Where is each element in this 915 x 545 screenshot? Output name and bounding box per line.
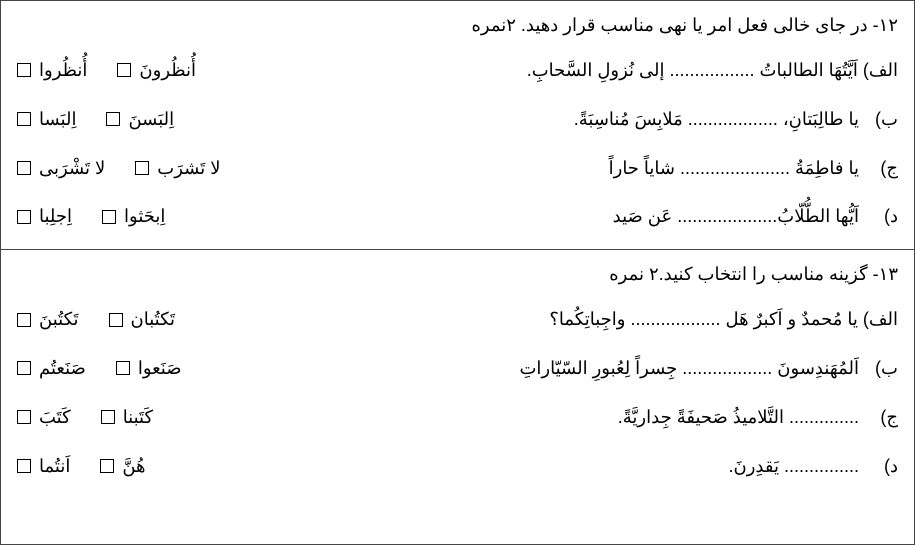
section-12: ۱۲- در جای خالی فعل امر یا نهی مناسب قرا… [1, 1, 914, 250]
q13-b-text: ب) اَلمُهَندِسونَ .................. جِس… [182, 354, 898, 383]
q13-a-text: الف) یا مُحمدٌ و اَکبرٌ هَل ............… [175, 305, 898, 334]
q12-a-options: أُنظُرونَ أُنظُروا [17, 56, 196, 85]
q13-d-body: ............... یَقدِرنَ. [728, 456, 859, 476]
q12-d-text: د) اَیُّها الطُّلّابُ...................… [165, 202, 898, 231]
q12-c-opt1-label: لا تَشرَب [157, 154, 220, 183]
q12-c-opt2[interactable]: لا تَشْرَبی [17, 154, 105, 183]
checkbox-icon [102, 210, 116, 224]
q12-a-opt1-label: أُنظُرونَ [139, 56, 196, 85]
q12-a-opt2[interactable]: أُنظُروا [17, 56, 87, 85]
checkbox-icon [106, 112, 120, 126]
q12-c-options: لا تَشرَب لا تَشْرَبی [17, 154, 221, 183]
q13-b-opt1[interactable]: صَنَعوا [116, 354, 182, 383]
q12-c-text: ج) یا فاطِمَةُ ...................... شا… [221, 154, 899, 183]
q12-d-opt2-label: اِجلِبا [39, 202, 72, 231]
q12-a-body: اَیَّتُهَا الطالباتُ ................. إ… [527, 60, 858, 80]
q13-d-prefix: د) [864, 452, 898, 481]
q13-b-opt1-label: صَنَعوا [138, 354, 182, 383]
checkbox-icon [117, 63, 131, 77]
q13-c-opt1-label: کَتَبنا [123, 403, 153, 432]
checkbox-icon [17, 410, 31, 424]
checkbox-icon [116, 361, 130, 375]
worksheet-container: ۱۲- در جای خالی فعل امر یا نهی مناسب قرا… [0, 0, 915, 545]
q13-c-opt2-label: کَتَبَ [39, 403, 71, 432]
q12-b-opt2-label: اِلبَسا [39, 105, 76, 134]
q12-b-options: اِلبَسنَ اِلبَسا [17, 105, 174, 134]
q13-a-prefix: الف) [863, 305, 898, 334]
q13-d-opt1-label: هُنَّ [122, 452, 145, 481]
q13-c-opt2[interactable]: کَتَبَ [17, 403, 71, 432]
section-13: ۱۳- گزینه مناسب را انتخاب کنید.۲ نمره ال… [1, 250, 914, 498]
q12-b-opt1-label: اِلبَسنَ [128, 105, 174, 134]
q13-item-a: الف) یا مُحمدٌ و اَکبرٌ هَل ............… [17, 295, 898, 344]
q12-c-opt1[interactable]: لا تَشرَب [135, 154, 220, 183]
q12-d-opt1[interactable]: اِبحَثوا [102, 202, 165, 231]
q13-a-opt2-label: تَکتُبنَ [39, 305, 79, 334]
q12-d-body: اَیُّها الطُّلّابُ.................... ع… [613, 206, 859, 226]
q12-item-b: ب) یا طالِبَتانِ، .................. مَل… [17, 95, 898, 144]
q13-d-opt2-label: اَنتُما [39, 452, 70, 481]
checkbox-icon [100, 459, 114, 473]
q13-c-text: ج) .............. التَّلامیذُ صَحیفَةً ج… [153, 403, 898, 432]
q12-header: ۱۲- در جای خالی فعل امر یا نهی مناسب قرا… [17, 9, 898, 46]
q13-a-opt2[interactable]: تَکتُبنَ [17, 305, 79, 334]
q13-header: ۱۳- گزینه مناسب را انتخاب کنید.۲ نمره [17, 258, 898, 295]
q12-b-body: یا طالِبَتانِ، .................. مَلابِ… [574, 109, 859, 129]
q12-b-opt2[interactable]: اِلبَسا [17, 105, 76, 134]
q12-a-text: الف) اَیَّتُهَا الطالباتُ ..............… [196, 56, 898, 85]
q12-a-prefix: الف) [863, 56, 898, 85]
checkbox-icon [101, 410, 115, 424]
q12-item-d: د) اَیُّها الطُّلّابُ...................… [17, 192, 898, 241]
q13-b-opt2-label: صَنَعتُم [39, 354, 86, 383]
q13-a-opt1[interactable]: تَکتُبان [109, 305, 176, 334]
q13-a-opt1-label: تَکتُبان [131, 305, 176, 334]
q12-a-opt1[interactable]: أُنظُرونَ [117, 56, 196, 85]
q13-d-text: د) ............... یَقدِرنَ. [146, 452, 898, 481]
q13-c-prefix: ج) [864, 403, 898, 432]
q12-item-a: الف) اَیَّتُهَا الطالباتُ ..............… [17, 46, 898, 95]
checkbox-icon [17, 161, 31, 175]
q13-d-opt2[interactable]: اَنتُما [17, 452, 70, 481]
checkbox-icon [17, 210, 31, 224]
q12-d-opt1-label: اِبحَثوا [124, 202, 165, 231]
q13-a-options: تَکتُبان تَکتُبنَ [17, 305, 175, 334]
checkbox-icon [17, 459, 31, 473]
q13-item-d: د) ............... یَقدِرنَ. هُنَّ اَنتُ… [17, 442, 898, 491]
q13-c-options: کَتَبنا کَتَبَ [17, 403, 153, 432]
q12-d-opt2[interactable]: اِجلِبا [17, 202, 72, 231]
q13-b-options: صَنَعوا صَنَعتُم [17, 354, 182, 383]
checkbox-icon [17, 313, 31, 327]
q12-c-prefix: ج) [864, 154, 898, 183]
q13-a-body: یا مُحمدٌ و اَکبرٌ هَل .................… [549, 309, 858, 329]
checkbox-icon [17, 361, 31, 375]
q12-d-prefix: د) [864, 202, 898, 231]
q12-a-opt2-label: أُنظُروا [39, 56, 87, 85]
q13-b-prefix: ب) [864, 354, 898, 383]
q12-item-c: ج) یا فاطِمَةُ ...................... شا… [17, 144, 898, 193]
q12-b-text: ب) یا طالِبَتانِ، .................. مَل… [174, 105, 898, 134]
checkbox-icon [17, 112, 31, 126]
q12-d-options: اِبحَثوا اِجلِبا [17, 202, 165, 231]
checkbox-icon [135, 161, 149, 175]
q13-d-opt1[interactable]: هُنَّ [100, 452, 145, 481]
q13-d-options: هُنَّ اَنتُما [17, 452, 146, 481]
q13-c-body: .............. التَّلامیذُ صَحیفَةً جِدا… [618, 407, 859, 427]
q12-b-opt1[interactable]: اِلبَسنَ [106, 105, 174, 134]
checkbox-icon [109, 313, 123, 327]
q13-b-opt2[interactable]: صَنَعتُم [17, 354, 86, 383]
q13-item-b: ب) اَلمُهَندِسونَ .................. جِس… [17, 344, 898, 393]
checkbox-icon [17, 63, 31, 77]
q13-item-c: ج) .............. التَّلامیذُ صَحیفَةً ج… [17, 393, 898, 442]
q13-c-opt1[interactable]: کَتَبنا [101, 403, 153, 432]
q13-b-body: اَلمُهَندِسونَ .................. جِسراً… [519, 358, 859, 378]
q12-b-prefix: ب) [864, 105, 898, 134]
q12-c-body: یا فاطِمَةُ ...................... شایاً… [609, 158, 859, 178]
q12-c-opt2-label: لا تَشْرَبی [39, 154, 105, 183]
